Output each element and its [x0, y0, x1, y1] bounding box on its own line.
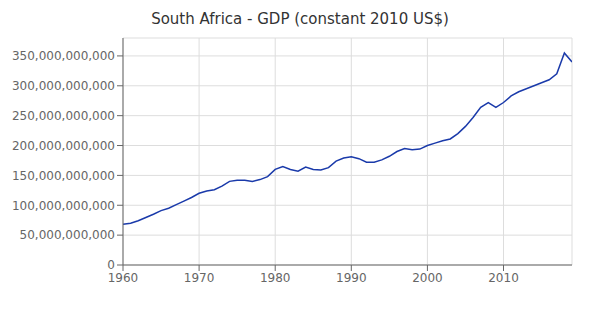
- svg-text:350,000,000,000: 350,000,000,000: [12, 49, 115, 63]
- svg-text:2000: 2000: [412, 271, 443, 285]
- svg-text:200,000,000,000: 200,000,000,000: [12, 139, 115, 153]
- svg-text:150,000,000,000: 150,000,000,000: [12, 169, 115, 183]
- svg-text:1990: 1990: [336, 271, 367, 285]
- svg-text:2010: 2010: [488, 271, 519, 285]
- html-text:South Africa - GDP (constant 2: South Africa - GDP (constant 2010 US$): [151, 10, 449, 28]
- svg-text:1980: 1980: [260, 271, 291, 285]
- svg-text:50,000,000,000: 50,000,000,000: [20, 228, 115, 242]
- svg-text:1970: 1970: [184, 271, 215, 285]
- svg-text:1960: 1960: [108, 271, 139, 285]
- svg-text:100,000,000,000: 100,000,000,000: [12, 199, 115, 213]
- svg-text:250,000,000,000: 250,000,000,000: [12, 109, 115, 123]
- svg-text:300,000,000,000: 300,000,000,000: [12, 79, 115, 93]
- svg-text:0: 0: [107, 258, 115, 272]
